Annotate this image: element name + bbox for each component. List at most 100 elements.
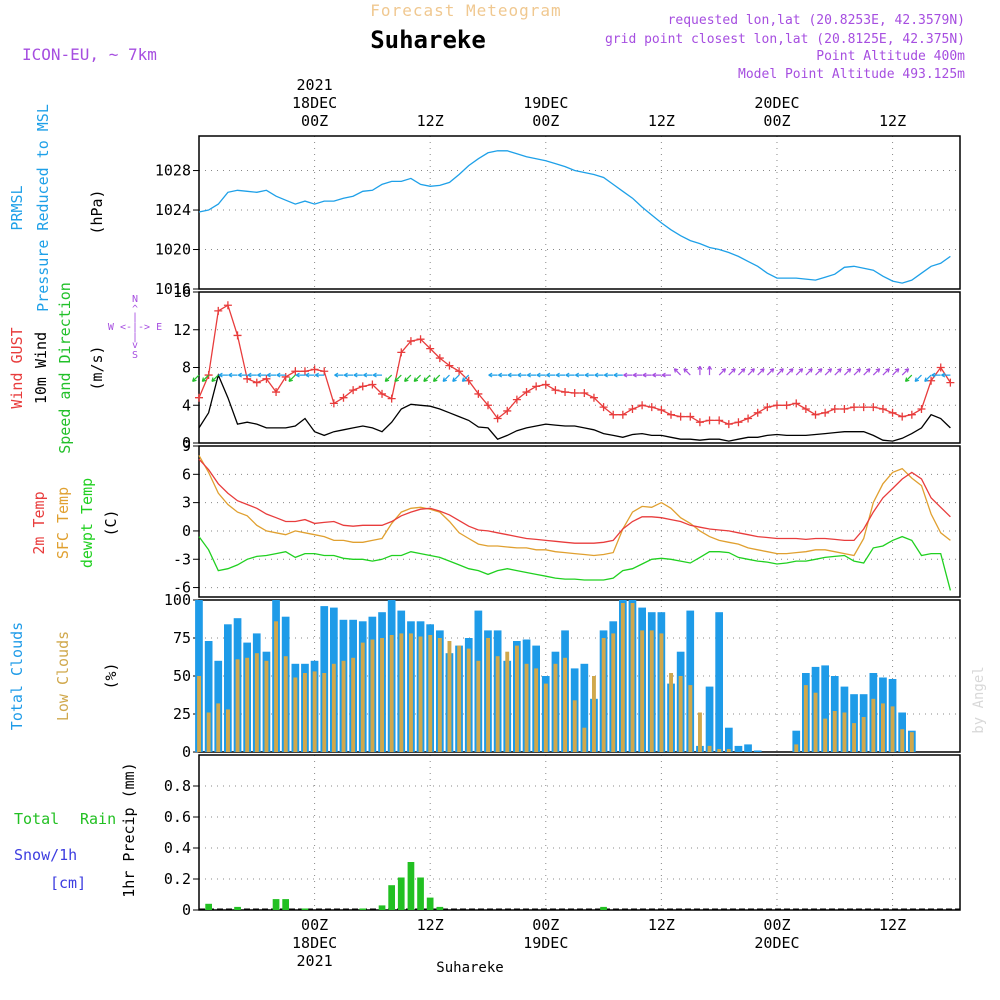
gust-marker-14 (329, 399, 338, 408)
wind-direction-arrow-23 (423, 374, 431, 382)
rain-bar-6 (378, 905, 386, 910)
low-cloud-bar-44 (620, 603, 625, 752)
gust-marker-22 (406, 337, 415, 346)
wind-direction-arrow-1 (201, 374, 210, 382)
gust-marker-75 (917, 405, 926, 414)
wind-direction-arrow-5 (237, 372, 248, 378)
pressure-ytick-label-2: 1024 (155, 201, 191, 219)
cloud-panel-labels: Total Clouds Low Clouds (%) (8, 622, 120, 730)
gust-marker-21 (397, 348, 406, 357)
gust-marker-71 (878, 405, 887, 414)
gust-marker-69 (859, 403, 868, 412)
wind-direction-arrow-50 (707, 365, 713, 376)
low-cloud-bar-46 (640, 630, 645, 752)
gust-marker-57 (744, 414, 753, 423)
wind-panel: 0 4 8 12 16 (173, 283, 961, 452)
bottom-time-label-4-1: 20DEC (754, 934, 799, 952)
gust-marker-5 (243, 374, 252, 383)
gust-marker-65 (821, 408, 830, 417)
low-cloud-bar-16 (351, 657, 356, 752)
gust-marker-23 (416, 335, 425, 344)
rain-bar-7 (388, 885, 395, 910)
rain-bar-8 (397, 877, 405, 910)
gust-marker-66 (830, 405, 839, 414)
low-cloud-bar-21 (399, 633, 404, 752)
low-cloud-bar-55 (726, 749, 731, 752)
wind-direction-arrow-17 (363, 372, 373, 378)
temp-ytick-label-2: 0 (182, 522, 191, 540)
gust-marker-34 (522, 388, 531, 397)
total-cloud-bar-3 (224, 624, 232, 752)
wind-frame (198, 291, 961, 444)
gust-marker-70 (869, 403, 878, 412)
wind-direction-arrow-7 (257, 372, 267, 378)
gust-marker-4 (233, 331, 242, 340)
wind-direction-arrow-37 (575, 372, 585, 378)
wind-direction-arrow-14 (334, 372, 344, 378)
wind-direction-arrow-60 (805, 368, 813, 376)
wind-direction-arrow-40 (603, 372, 614, 378)
wind-direction-arrow-54 (747, 368, 755, 376)
top-time-label-0-1: 18DEC (292, 94, 337, 112)
wind-direction-arrow-51 (718, 368, 727, 376)
low-cloud-bar-62 (794, 744, 799, 752)
bottom-time-label-1-0: 12Z (417, 916, 444, 934)
wind-direction-arrow-32 (526, 372, 537, 378)
pressure-panel: 1016 1020 1024 1028 (155, 135, 961, 298)
temp-panel-labels: 2m Temp SFC Temp dewpt Temp (C) (30, 478, 120, 568)
wind-direction-arrow-64 (843, 368, 852, 376)
wind-direction-arrow-63 (834, 368, 842, 376)
wind-direction-arrow-20 (394, 374, 402, 382)
gust-marker-2 (214, 306, 223, 315)
low-cloud-bar-26 (447, 641, 452, 752)
gust-marker-37 (551, 386, 560, 395)
wind-direction-arrow-44 (642, 372, 652, 378)
wind-direction-arrow-24 (432, 374, 441, 382)
rain-bar-13 (600, 906, 607, 910)
wind-direction-arrow-12 (305, 372, 315, 378)
low-cloud-bar-8 (274, 621, 278, 752)
low-cloud-bar-6 (254, 653, 259, 752)
temp-dewpt-label: dewpt Temp (78, 478, 96, 568)
wind-direction-arrow-6 (247, 372, 257, 378)
wind-direction-arrow-31 (517, 372, 527, 378)
top-time-label-1-0: 12Z (417, 112, 444, 130)
gust-marker-31 (493, 414, 502, 423)
snow-label: Snow/1h (14, 846, 77, 864)
pressure-frame (198, 135, 961, 290)
wind-direction-arrow-69 (892, 368, 900, 376)
low-cloud-bar-71 (881, 703, 885, 752)
low-cloud-bar-1 (206, 712, 211, 752)
rain-bar-9 (407, 862, 415, 910)
wind-direction-arrow-16 (353, 372, 363, 378)
wind-direction-arrow-19 (384, 374, 393, 382)
compass-rose: N ^ | W <-|-> E | v S (108, 294, 162, 361)
pressure-ytick-label-0: 1016 (155, 280, 191, 298)
wind-ytick-label-2: 8 (182, 359, 191, 377)
clouds-ytick-label-2: 50 (173, 667, 191, 685)
low-cloud-bar-43 (611, 633, 616, 752)
precip-ytick-label-4: 0.8 (164, 777, 191, 795)
total-label: Total (14, 810, 59, 828)
wind-ytick-label-1: 4 (182, 396, 191, 414)
compass-we: W <-|-> E (108, 322, 162, 333)
gust-marker-25 (435, 354, 444, 363)
wind-direction-arrow-4 (228, 372, 238, 378)
low-cloud-bar-48 (659, 633, 664, 752)
low-cloud-bar-13 (322, 673, 327, 752)
low-cloud-bar-0 (197, 676, 201, 752)
low-cloud-bar-40 (582, 727, 587, 752)
wind-gust-label: Wind GUST (8, 327, 26, 408)
wind-direction-arrow-15 (343, 372, 354, 378)
low-cloud-bar-66 (832, 711, 837, 752)
gust-marker-32 (503, 406, 512, 415)
gust-marker-61 (782, 401, 791, 410)
model-name: ICON-EU, ~ 7km (22, 45, 157, 64)
wind-direction-arrow-9 (276, 372, 286, 378)
wind-direction-arrow-75 (941, 372, 951, 378)
total-cloud-bar-51 (686, 610, 695, 752)
low-cloud-bar-11 (303, 673, 307, 752)
temp-sfc-line (198, 455, 951, 557)
low-cloud-bar-36 (543, 683, 548, 752)
gust-marker-19 (378, 389, 387, 398)
